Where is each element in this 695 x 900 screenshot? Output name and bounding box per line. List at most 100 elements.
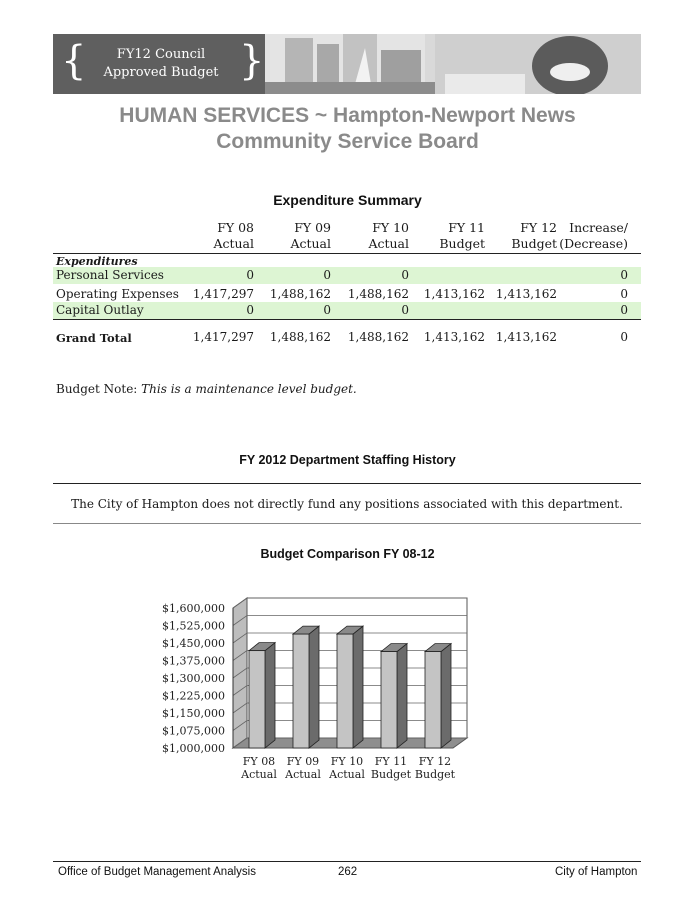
- budget-note-text: This is a maintenance level budget.: [141, 382, 357, 396]
- chart-gridline: [232, 632, 467, 644]
- table-cell-total: 0: [620, 330, 628, 344]
- col-header-line2: Actual: [213, 236, 254, 251]
- page-title-line-2: Community Service Board: [216, 130, 479, 153]
- chart-y-tick-label: $1,075,000: [162, 725, 225, 738]
- chart-gridline: [232, 615, 467, 626]
- table-header-rule: [53, 253, 641, 254]
- table-cell-total: 1,413,162: [495, 330, 557, 344]
- chart-x-tick-label: Budget: [415, 768, 456, 781]
- banner-line-1: FY12 Council: [116, 47, 206, 62]
- chart-x-tick-label: FY 12: [419, 755, 451, 768]
- chart-y-tick-label: $1,525,000: [162, 620, 225, 633]
- table-cell: 0: [246, 303, 254, 317]
- column-header-fy09: FY 09 Actual: [275, 220, 331, 252]
- page-title-line-1: HUMAN SERVICES ~ Hampton-Newport News: [119, 104, 576, 127]
- expenditures-section-label: Expenditures: [56, 255, 138, 268]
- chart-y-tick-label: $1,150,000: [162, 707, 225, 720]
- brace-left: {: [61, 38, 87, 84]
- table-cell: 0: [620, 303, 628, 317]
- col-header-line2: (Decrease): [559, 236, 628, 251]
- col-header-line1: Increase/: [569, 220, 628, 235]
- budget-note: Budget Note: This is a maintenance level…: [56, 382, 357, 396]
- col-header-line1: FY 10: [372, 220, 409, 235]
- table-cell: 0: [620, 287, 628, 301]
- table-cell: 0: [620, 268, 628, 282]
- brace-right: }: [239, 38, 265, 84]
- chart-y-tick-label: $1,225,000: [162, 690, 225, 703]
- chart-y-tick-label: $1,000,000: [162, 742, 225, 755]
- chart-x-tick-label: FY 09: [287, 755, 319, 768]
- table-cell: 0: [246, 268, 254, 282]
- table-cell: 1,413,162: [495, 287, 557, 301]
- chart-x-tick-label: FY 10: [331, 755, 363, 768]
- banner-line-2: Approved Budget: [103, 65, 219, 80]
- chart-y-tick-label: $1,600,000: [162, 602, 225, 615]
- col-header-line2: Budget: [511, 236, 557, 251]
- row-label-operating-expenses: Operating Expenses: [56, 287, 179, 301]
- chart-bar-side: [440, 642, 452, 749]
- staffing-bottom-rule: [53, 523, 641, 524]
- banner-label-box: { FY12 Council Approved Budget }: [53, 34, 265, 94]
- header-banner: { FY12 Council Approved Budget }: [53, 34, 641, 94]
- table-row-highlight: [53, 302, 641, 319]
- expenditure-summary-title: Expenditure Summary: [273, 192, 422, 208]
- chart-x-tick-label: Actual: [328, 768, 365, 781]
- column-header-fy10: FY 10 Actual: [352, 220, 409, 252]
- table-cell: 0: [323, 303, 331, 317]
- footer-city: City of Hampton: [555, 866, 638, 878]
- staffing-text: The City of Hampton does not directly fu…: [71, 497, 623, 511]
- table-cell-total: 1,413,162: [423, 330, 485, 344]
- column-header-increase: Increase/ (Decrease): [555, 220, 628, 252]
- chart-gridline: [232, 597, 467, 609]
- chart-bar-side: [352, 625, 364, 749]
- col-header-line2: Actual: [290, 236, 331, 251]
- chart-bar-side: [264, 641, 276, 749]
- budget-note-label: Budget Note:: [56, 382, 138, 396]
- row-label-grand-total: Grand Total: [56, 331, 132, 345]
- table-total-rule: [53, 319, 641, 320]
- chart-x-tick-label: FY 11: [375, 755, 407, 768]
- col-header-line1: FY 09: [294, 220, 331, 235]
- table-cell-total: 1,488,162: [269, 330, 331, 344]
- chart-y-tick-label: $1,450,000: [162, 637, 225, 650]
- table-cell: 0: [323, 268, 331, 282]
- table-cell-total: 1,417,297: [192, 330, 254, 344]
- table-cell: 1,417,297: [192, 287, 254, 301]
- table-cell-total: 1,488,162: [347, 330, 409, 344]
- row-label-personal-services: Personal Services: [56, 268, 164, 282]
- chart-bar: [248, 650, 266, 749]
- chart-x-tick-label: Budget: [371, 768, 412, 781]
- banner-photo: [265, 34, 641, 94]
- chart-bar: [380, 651, 398, 749]
- chart-y-tick-label: $1,375,000: [162, 655, 225, 668]
- chart-bar: [424, 651, 442, 749]
- staffing-history-title: FY 2012 Department Staffing History: [239, 453, 456, 467]
- col-header-line1: FY 12: [520, 220, 557, 235]
- col-header-line2: Budget: [439, 236, 485, 251]
- chart-x-tick-label: FY 08: [243, 755, 275, 768]
- chart-x-tick-label: Actual: [240, 768, 277, 781]
- col-header-line2: Actual: [368, 236, 409, 251]
- col-header-line1: FY 08: [217, 220, 254, 235]
- chart-bar: [336, 633, 354, 749]
- chart-title: Budget Comparison FY 08-12: [260, 547, 435, 561]
- column-header-fy12: FY 12 Budget: [502, 220, 557, 252]
- page-title: HUMAN SERVICES ~ Hampton-Newport News Co…: [60, 103, 635, 155]
- column-header-fy11: FY 11 Budget: [430, 220, 485, 252]
- chart-bar: [292, 633, 310, 749]
- footer-office: Office of Budget Management Analysis: [58, 866, 256, 878]
- footer-rule: [53, 861, 641, 862]
- row-label-capital-outlay: Capital Outlay: [56, 303, 144, 317]
- footer-page-number: 262: [338, 866, 358, 878]
- budget-comparison-chart: $1,000,000 $1,075,000 $1,150,000 $1,225,000…: [162, 597, 469, 781]
- column-header-fy08: FY 08 Actual: [200, 220, 254, 252]
- table-cell: 0: [401, 268, 409, 282]
- table-row-highlight: [53, 267, 641, 284]
- chart-x-tick-label: Actual: [284, 768, 321, 781]
- chart-bar-side: [308, 625, 320, 749]
- banner-text: FY12 Council Approved Budget: [81, 46, 241, 82]
- col-header-line1: FY 11: [448, 220, 485, 235]
- table-cell: 0: [401, 303, 409, 317]
- table-cell: 1,413,162: [423, 287, 485, 301]
- table-cell: 1,488,162: [347, 287, 409, 301]
